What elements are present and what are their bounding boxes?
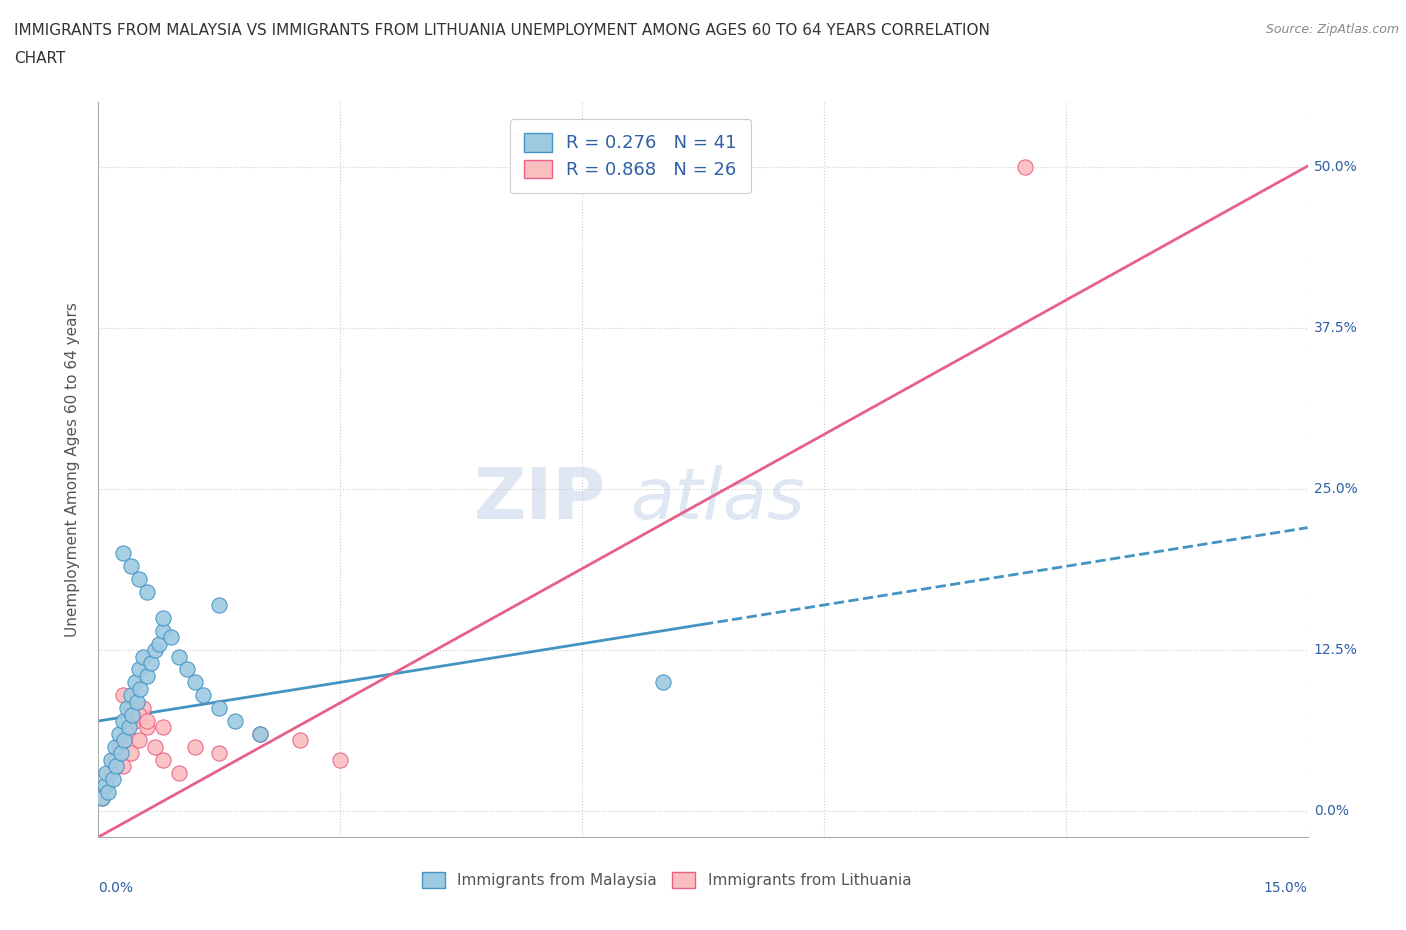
Point — [167, 765, 190, 780]
Point — [103, 752, 125, 767]
Text: 25.0%: 25.0% — [1313, 482, 1357, 496]
Point — [101, 772, 124, 787]
Point — [329, 752, 352, 767]
Point — [152, 623, 174, 638]
Point — [96, 778, 118, 793]
Point — [135, 585, 157, 600]
Point — [128, 707, 150, 722]
Point — [152, 752, 174, 767]
Point — [121, 707, 143, 722]
Point — [184, 739, 207, 754]
Point — [110, 746, 132, 761]
Point — [105, 759, 128, 774]
Text: 50.0%: 50.0% — [1313, 160, 1357, 174]
Point — [208, 598, 231, 613]
Text: 0.0%: 0.0% — [1313, 804, 1348, 818]
Point — [224, 713, 246, 728]
Point — [103, 739, 125, 754]
Point — [148, 636, 170, 651]
Point — [143, 739, 166, 754]
Point — [128, 572, 150, 587]
Point — [107, 726, 129, 741]
Point — [160, 630, 183, 644]
Point — [100, 752, 122, 767]
Text: CHART: CHART — [14, 51, 66, 66]
Point — [184, 675, 207, 690]
Point — [208, 700, 231, 715]
Point — [91, 790, 114, 805]
Point — [120, 559, 142, 574]
Point — [107, 739, 129, 754]
Y-axis label: Unemployment Among Ages 60 to 64 years: Unemployment Among Ages 60 to 64 years — [65, 302, 80, 637]
Point — [651, 675, 673, 690]
Point — [176, 662, 198, 677]
Text: 37.5%: 37.5% — [1313, 321, 1357, 335]
Point — [111, 546, 134, 561]
Point — [135, 713, 157, 728]
Point — [115, 726, 138, 741]
Point — [132, 700, 155, 715]
Point — [120, 700, 142, 715]
Point — [124, 713, 146, 728]
Point — [249, 726, 271, 741]
Point — [111, 759, 134, 774]
Point — [129, 682, 152, 697]
Point — [120, 746, 142, 761]
Point — [208, 746, 231, 761]
Point — [128, 733, 150, 748]
Point — [111, 688, 134, 703]
Point — [112, 733, 135, 748]
Text: atlas: atlas — [630, 465, 806, 534]
Point — [249, 726, 271, 741]
Point — [152, 720, 174, 735]
Point — [127, 694, 149, 709]
Point — [288, 733, 311, 748]
Point — [115, 700, 138, 715]
Point — [94, 778, 117, 793]
Point — [97, 784, 120, 799]
Text: 0.0%: 0.0% — [98, 881, 134, 895]
Point — [100, 765, 122, 780]
Point — [120, 688, 142, 703]
Point — [135, 669, 157, 684]
Point — [152, 610, 174, 625]
Point — [1014, 159, 1036, 174]
Point — [128, 662, 150, 677]
Point — [96, 765, 118, 780]
Point — [167, 649, 190, 664]
Point — [111, 713, 134, 728]
Point — [143, 643, 166, 658]
Text: Source: ZipAtlas.com: Source: ZipAtlas.com — [1265, 23, 1399, 36]
Point — [193, 688, 215, 703]
Text: 15.0%: 15.0% — [1264, 881, 1308, 895]
Point — [91, 790, 114, 805]
Point — [132, 649, 155, 664]
Text: ZIP: ZIP — [474, 465, 606, 534]
Text: 12.5%: 12.5% — [1313, 644, 1358, 658]
Legend: Immigrants from Malaysia, Immigrants from Lithuania: Immigrants from Malaysia, Immigrants fro… — [415, 864, 920, 896]
Point — [139, 656, 162, 671]
Point — [118, 720, 141, 735]
Text: IMMIGRANTS FROM MALAYSIA VS IMMIGRANTS FROM LITHUANIA UNEMPLOYMENT AMONG AGES 60: IMMIGRANTS FROM MALAYSIA VS IMMIGRANTS F… — [14, 23, 990, 38]
Point — [124, 675, 146, 690]
Point — [135, 720, 157, 735]
